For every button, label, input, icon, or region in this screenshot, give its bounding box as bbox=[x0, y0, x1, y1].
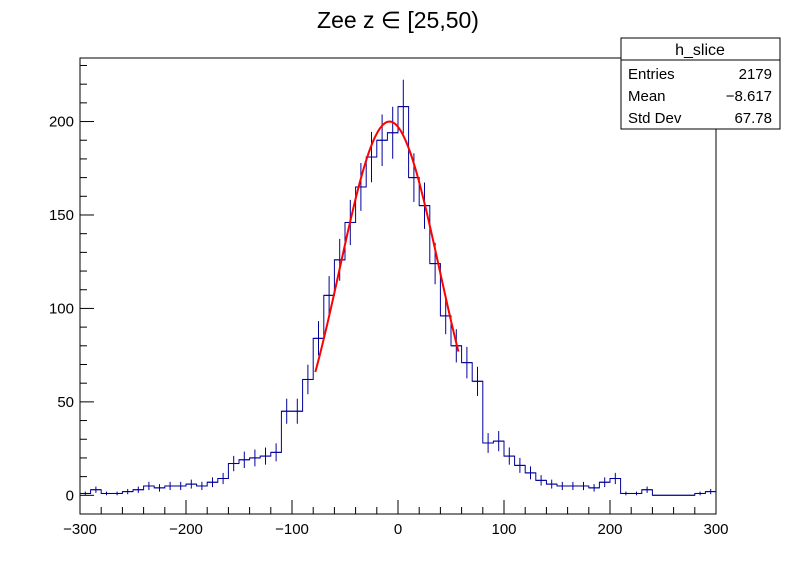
y-tick-label: 0 bbox=[66, 487, 74, 504]
x-tick-label: 100 bbox=[491, 521, 516, 538]
histogram bbox=[80, 79, 716, 496]
histogram-bin bbox=[228, 455, 239, 472]
histogram-bin bbox=[281, 398, 292, 424]
histogram-bin bbox=[154, 484, 165, 492]
histogram-bin bbox=[493, 431, 504, 452]
histogram-bin bbox=[694, 491, 706, 496]
fit-curve-group bbox=[314, 120, 460, 373]
histogram-bin bbox=[355, 163, 367, 211]
histogram-bin bbox=[133, 486, 144, 493]
histogram-bin bbox=[546, 479, 557, 489]
x-tick-label: 200 bbox=[597, 521, 622, 538]
histogram-bin bbox=[292, 398, 303, 424]
histogram-outline bbox=[80, 106, 716, 496]
histogram-bin bbox=[387, 106, 398, 159]
stats-box-title: h_slice bbox=[675, 42, 725, 59]
histogram-bin bbox=[461, 346, 473, 379]
histogram-bin bbox=[164, 481, 176, 491]
stats-mean-value: −8.617 bbox=[726, 88, 772, 105]
histogram-bin bbox=[101, 491, 112, 496]
histogram-bin bbox=[323, 276, 335, 315]
histogram-bin bbox=[80, 491, 91, 496]
stats-mean-label: Mean bbox=[628, 88, 666, 105]
histogram-bin bbox=[313, 321, 324, 356]
y-tick-label: 50 bbox=[57, 394, 74, 411]
histogram-bin bbox=[398, 79, 409, 134]
fit-curve bbox=[314, 120, 460, 373]
histogram-bin bbox=[175, 481, 186, 491]
histogram-bin bbox=[578, 481, 589, 491]
histogram-bin bbox=[610, 472, 621, 485]
histogram-bin bbox=[186, 479, 197, 489]
histogram-bin bbox=[122, 488, 133, 495]
x-tick-label: −100 bbox=[275, 521, 309, 538]
histogram-bin bbox=[588, 484, 600, 492]
x-tick-label: −200 bbox=[169, 521, 203, 538]
histogram-bin bbox=[535, 475, 547, 486]
histogram-bin bbox=[514, 457, 526, 473]
histogram-bin bbox=[567, 481, 579, 491]
histogram-bin bbox=[557, 481, 568, 491]
histogram-bin bbox=[196, 481, 208, 491]
histogram-bin bbox=[239, 451, 250, 469]
x-tick-label: −300 bbox=[63, 521, 97, 538]
x-tick-label: 300 bbox=[703, 521, 728, 538]
histogram-bin bbox=[207, 477, 218, 488]
histogram-bin bbox=[525, 466, 536, 480]
histogram-bin bbox=[334, 238, 345, 281]
histogram-bin bbox=[249, 449, 261, 467]
stats-box: h_slice Entries 2179 Mean −8.617 Std Dev… bbox=[620, 37, 781, 130]
histogram-bin bbox=[472, 366, 483, 396]
histogram-bin bbox=[599, 477, 610, 488]
histogram-bin bbox=[631, 491, 642, 496]
axes: −300 −200 −100 0 100 200 300 0 50 100 150 200 bbox=[49, 64, 729, 538]
stats-entries-value: 2179 bbox=[739, 66, 772, 83]
histogram-bin bbox=[270, 443, 282, 462]
histogram-bin bbox=[111, 491, 123, 496]
stats-stddev-label: Std Dev bbox=[628, 110, 682, 127]
stats-box-frame bbox=[620, 37, 781, 130]
histogram-bin bbox=[705, 488, 716, 495]
y-tick-label: 200 bbox=[49, 114, 74, 131]
histogram-bin bbox=[90, 486, 102, 493]
histogram-bin bbox=[504, 447, 515, 465]
histogram-bin bbox=[482, 433, 494, 453]
y-tick-label: 150 bbox=[49, 207, 74, 224]
histogram-bin bbox=[143, 481, 155, 491]
stats-stddev-value: 67.78 bbox=[734, 110, 772, 127]
chart-title: Zee z ∈ [25,50) bbox=[317, 7, 479, 33]
histogram-bin bbox=[260, 447, 271, 465]
histogram-bin bbox=[302, 364, 314, 395]
stats-entries-label: Entries bbox=[628, 66, 675, 83]
histogram-bin bbox=[376, 114, 388, 167]
x-tick-label: 0 bbox=[394, 521, 402, 538]
histogram-bin bbox=[620, 491, 632, 496]
y-tick-label: 100 bbox=[49, 300, 74, 317]
histogram-bin bbox=[641, 486, 653, 493]
histogram-bin bbox=[217, 472, 229, 485]
